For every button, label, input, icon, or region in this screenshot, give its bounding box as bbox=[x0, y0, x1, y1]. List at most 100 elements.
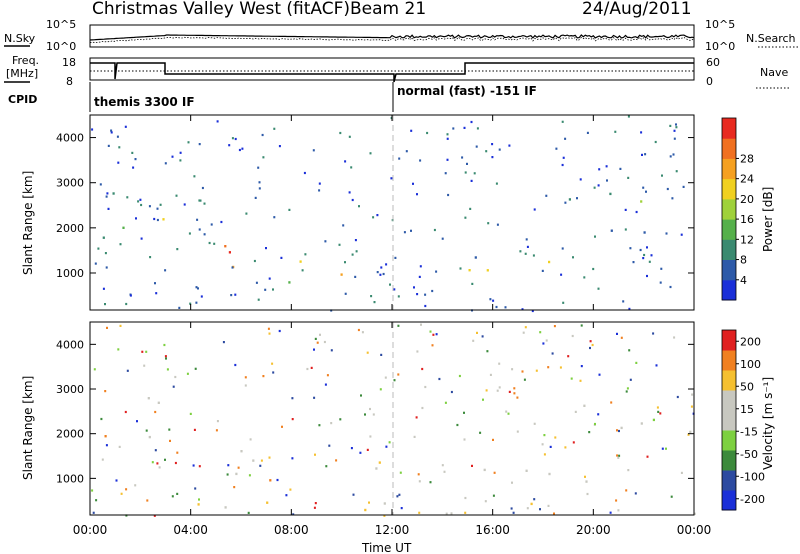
data-cell bbox=[585, 480, 588, 483]
data-cell bbox=[456, 423, 459, 427]
data-cell bbox=[231, 137, 234, 140]
data-cell bbox=[189, 412, 192, 415]
data-cell bbox=[131, 151, 134, 154]
data-cell bbox=[627, 469, 630, 472]
data-cell bbox=[586, 131, 589, 134]
data-cell bbox=[496, 223, 499, 226]
data-cell bbox=[306, 367, 309, 371]
data-cell bbox=[197, 287, 199, 290]
date-label: 24/Aug/2011 bbox=[582, 0, 692, 19]
data-cell bbox=[137, 200, 140, 203]
data-cell bbox=[628, 349, 631, 352]
data-cell bbox=[231, 266, 234, 269]
data-cell bbox=[561, 247, 564, 250]
data-cell bbox=[617, 456, 620, 459]
data-cell bbox=[616, 332, 618, 335]
data-cell bbox=[318, 189, 321, 192]
data-cell bbox=[483, 468, 486, 472]
data-cell bbox=[122, 226, 125, 229]
data-cell bbox=[420, 323, 422, 326]
data-cell bbox=[119, 324, 122, 327]
data-cell bbox=[398, 157, 401, 160]
data-cell bbox=[93, 368, 96, 371]
data-cell bbox=[400, 507, 403, 510]
data-cell bbox=[291, 457, 294, 460]
data-cell bbox=[313, 348, 315, 351]
data-cell bbox=[318, 424, 321, 427]
data-cell bbox=[495, 305, 498, 309]
data-cell bbox=[475, 145, 478, 148]
data-cell bbox=[299, 260, 302, 263]
data-cell bbox=[452, 127, 455, 130]
data-cell bbox=[466, 162, 468, 165]
data-cell bbox=[661, 447, 664, 450]
noise-panel: N.Sky 10^5 10^0 10^5 10^0 N.Search bbox=[4, 18, 798, 53]
colorbar-swatch bbox=[722, 158, 736, 180]
data-cell bbox=[368, 501, 370, 504]
data-cell bbox=[486, 350, 489, 353]
data-cell bbox=[140, 203, 143, 207]
colorbar-tick-label: 200 bbox=[740, 335, 761, 348]
data-cell bbox=[194, 367, 197, 370]
data-cell bbox=[431, 289, 434, 293]
data-cell bbox=[481, 335, 484, 338]
data-cell bbox=[597, 413, 600, 416]
data-cell bbox=[598, 373, 601, 376]
data-cell bbox=[618, 454, 621, 457]
data-cell bbox=[398, 493, 401, 496]
data-cell bbox=[238, 148, 241, 152]
data-cell bbox=[416, 293, 419, 296]
data-cell bbox=[156, 218, 159, 222]
station-title: Christmas Valley West (fitACF) bbox=[92, 0, 350, 19]
data-cell bbox=[535, 369, 538, 372]
data-cell bbox=[435, 333, 438, 336]
data-cell bbox=[228, 144, 231, 147]
data-cell bbox=[312, 149, 315, 152]
data-cell bbox=[562, 301, 565, 304]
data-cell bbox=[489, 298, 492, 301]
colorbar-swatch bbox=[722, 430, 736, 451]
data-cell bbox=[94, 262, 97, 265]
data-cell bbox=[264, 288, 267, 291]
power-ylabel: Slant Range [km] bbox=[21, 171, 35, 275]
data-cell bbox=[151, 461, 154, 464]
data-cell bbox=[597, 184, 600, 187]
data-cell bbox=[492, 299, 495, 302]
data-cell bbox=[262, 156, 265, 159]
data-cell bbox=[134, 158, 137, 161]
data-cell bbox=[572, 256, 574, 259]
data-cell bbox=[564, 137, 567, 140]
data-cell bbox=[314, 502, 317, 505]
data-cell bbox=[446, 133, 449, 136]
data-cell bbox=[164, 355, 167, 358]
data-cell bbox=[117, 348, 120, 351]
data-cell bbox=[164, 269, 167, 272]
data-cell bbox=[303, 171, 306, 175]
data-cell bbox=[369, 435, 372, 438]
data-cell bbox=[450, 390, 453, 394]
data-cell bbox=[397, 324, 400, 327]
velocity-cbar-label: Velocity [m s⁻¹] bbox=[761, 377, 775, 470]
xtick-label: 00:00 bbox=[73, 523, 108, 537]
data-cell bbox=[268, 332, 271, 335]
data-cell bbox=[666, 187, 669, 191]
data-cell bbox=[532, 254, 535, 257]
data-cell bbox=[553, 325, 556, 328]
data-cell bbox=[673, 336, 676, 339]
data-cell bbox=[445, 512, 448, 515]
data-cell bbox=[568, 198, 571, 201]
data-cell bbox=[461, 156, 464, 159]
data-cell bbox=[124, 125, 127, 128]
data-cell bbox=[379, 273, 382, 276]
data-cell bbox=[498, 362, 501, 365]
data-cell bbox=[348, 191, 351, 194]
data-cell bbox=[139, 198, 142, 201]
power-panel: 1000 2000 3000 4000 Slant Range [km] 4 8 12 16… bbox=[21, 114, 775, 313]
data-cell bbox=[262, 375, 265, 378]
data-cell bbox=[369, 407, 371, 411]
data-cell bbox=[101, 458, 104, 461]
data-cell bbox=[429, 481, 432, 484]
data-cell bbox=[304, 253, 307, 256]
data-cell bbox=[579, 379, 582, 382]
data-cell bbox=[361, 331, 364, 334]
